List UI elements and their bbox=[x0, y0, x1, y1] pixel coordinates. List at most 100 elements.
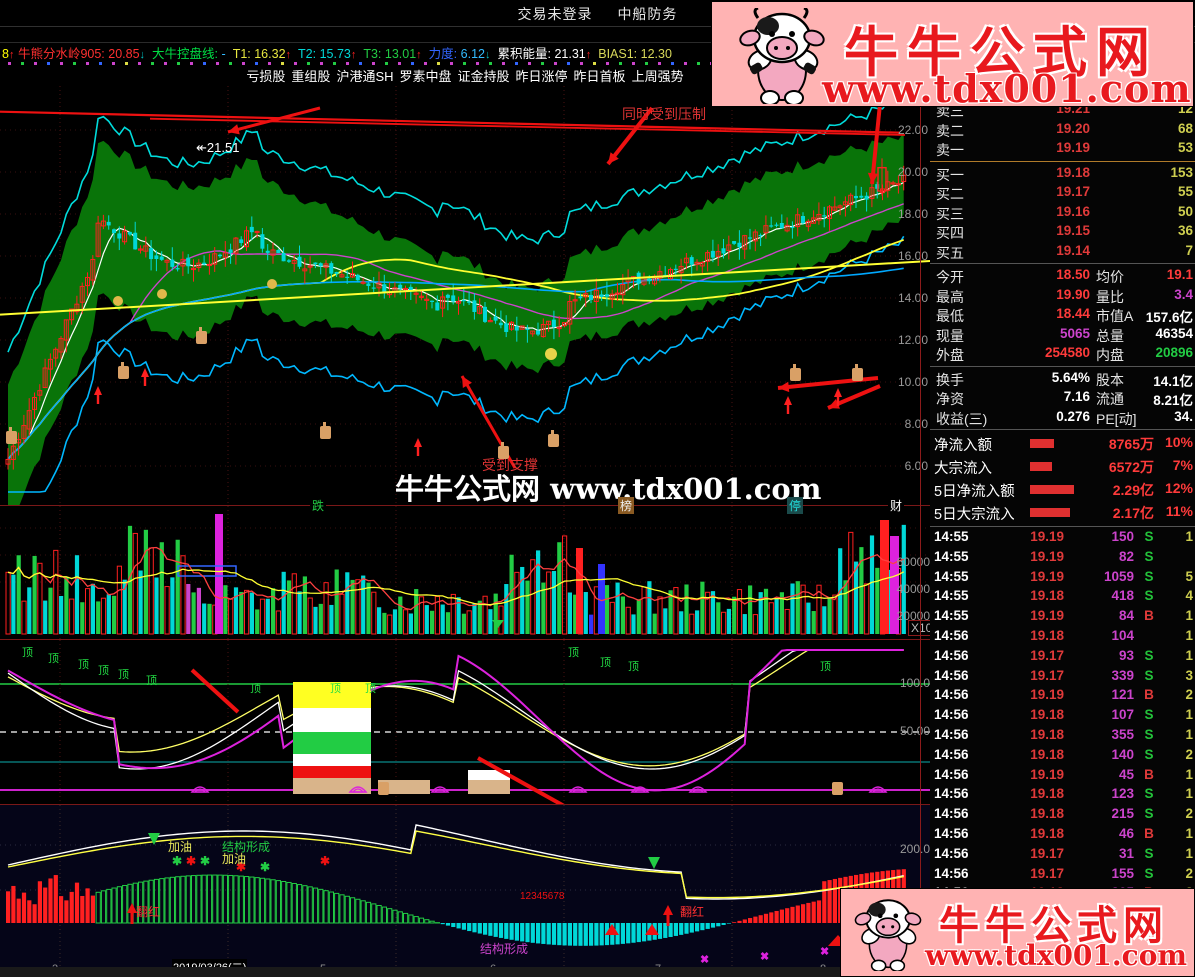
price-axis-tick: 10.00 bbox=[897, 375, 928, 389]
tick-volume: 121 bbox=[1111, 687, 1134, 703]
tick-volume: 355 bbox=[1111, 726, 1134, 742]
order-book-row[interactable]: 卖二 19.20 68 bbox=[930, 120, 1195, 140]
tick-row[interactable]: 14:56 19.18 215 S 2 bbox=[930, 806, 1195, 826]
order-book-row[interactable]: 买三 19.16 50 bbox=[930, 203, 1195, 223]
volume-axis-line bbox=[920, 506, 921, 640]
pane-badge[interactable]: 榜 bbox=[618, 497, 635, 514]
watermark-brand-url-2: www.tdx001.com bbox=[925, 939, 1187, 972]
flow-bar bbox=[1030, 439, 1054, 448]
tick-row[interactable]: 14:56 19.18 140 S 2 bbox=[930, 747, 1195, 767]
volume-chart-svg bbox=[0, 506, 930, 639]
price-chart-svg bbox=[0, 86, 930, 505]
tick-row[interactable]: 14:56 19.18 107 S 1 bbox=[930, 707, 1195, 727]
tick-count: 1 bbox=[1185, 707, 1193, 723]
tick-count: 2 bbox=[1185, 687, 1193, 703]
pane-badge[interactable]: 财 bbox=[888, 497, 905, 514]
order-book-row[interactable]: 买五 19.14 7 bbox=[930, 242, 1195, 262]
order-book-row[interactable]: 卖一 19.19 53 bbox=[930, 139, 1195, 159]
tick-side: S bbox=[1144, 707, 1154, 723]
concept-tag[interactable]: 上周强势 bbox=[631, 69, 684, 84]
money-flow-row: 5日大宗流入 2.17亿 11% bbox=[930, 501, 1195, 524]
tick-time: 14:56 bbox=[934, 707, 969, 723]
tick-volume: 140 bbox=[1111, 746, 1134, 762]
stat-value: 18.44 bbox=[1056, 306, 1090, 321]
tick-count: 1 bbox=[1185, 529, 1193, 544]
concept-tag[interactable]: 亏损股 bbox=[246, 69, 286, 84]
tick-volume: 418 bbox=[1111, 588, 1134, 604]
tick-volume: 104 bbox=[1111, 627, 1134, 643]
price-axis-tick: 20.00 bbox=[897, 165, 928, 179]
concept-tag[interactable]: 沪港通SH bbox=[336, 69, 394, 84]
param-item: T3: 13.01↑ bbox=[363, 47, 422, 61]
tick-time: 14:55 bbox=[934, 588, 969, 604]
order-qty: 68 bbox=[1177, 120, 1193, 136]
concept-tag-row[interactable]: 亏损股 重组股 沪港通SH 罗素中盘 证金持股 昨日涨停 昨日首板 上周强势 bbox=[0, 66, 930, 84]
volume-pane[interactable] bbox=[0, 506, 930, 640]
tick-count: 1 bbox=[1185, 845, 1193, 861]
flow-percent: 12% bbox=[1164, 480, 1193, 496]
price-chart-pane[interactable] bbox=[0, 86, 930, 506]
order-level-label: 卖三 bbox=[936, 103, 964, 119]
order-book[interactable]: 卖三 19.21 12 卖二 19.20 68 卖一 19.19 53 买一 19.18 153 买二 1… bbox=[930, 100, 1195, 264]
tick-row[interactable]: 14:55 19.19 84 B 1 bbox=[930, 608, 1195, 628]
fundamentals-block: 换手 5.64% 股本 14.1亿 净资 7.16 流通 8.21亿 收益(三) 0.276 PE[… bbox=[930, 369, 1195, 428]
tick-row[interactable]: 14:56 19.18 46 B 1 bbox=[930, 826, 1195, 846]
money-flow-row: 5日净流入额 2.29亿 12% bbox=[930, 478, 1195, 501]
tick-row[interactable]: 14:56 19.17 31 S 1 bbox=[930, 846, 1195, 866]
tick-count: 5 bbox=[1185, 568, 1193, 584]
macd-pane[interactable]: ✱ ✱ ✱ ✱ ✱ ✱ ✖ ✖ ✖ 12345678 bbox=[0, 805, 930, 977]
flow-label: 净流入额 bbox=[934, 438, 992, 454]
svg-text:顶: 顶 bbox=[568, 646, 579, 659]
tick-row[interactable]: 14:55 19.19 82 S bbox=[930, 549, 1195, 569]
chart-text-marker: 翻红 bbox=[136, 905, 161, 919]
concept-tag[interactable]: 昨日涨停 bbox=[515, 69, 568, 84]
svg-text:顶: 顶 bbox=[78, 658, 89, 671]
param-item: 累积能量: 21.31↑ bbox=[497, 47, 592, 61]
tick-price: 19.17 bbox=[1030, 667, 1064, 683]
price-axis-tick: 8.00 bbox=[904, 417, 928, 431]
tick-row[interactable]: 14:56 19.17 155 S 2 bbox=[930, 866, 1195, 886]
tick-row[interactable]: 14:56 19.17 93 S 1 bbox=[930, 648, 1195, 668]
order-book-row[interactable]: 买四 19.15 36 bbox=[930, 222, 1195, 242]
tick-row[interactable]: 14:56 19.18 104 1 bbox=[930, 628, 1195, 648]
tick-row[interactable]: 14:55 19.19 150 S 1 bbox=[930, 529, 1195, 549]
tick-row[interactable]: 14:56 19.18 355 S 1 bbox=[930, 727, 1195, 747]
order-qty: 55 bbox=[1177, 184, 1193, 199]
stat-value-2: 157.6亿 bbox=[1145, 310, 1193, 325]
order-book-row[interactable]: 买二 19.17 55 bbox=[930, 183, 1195, 203]
tick-row[interactable]: 14:56 19.19 121 B 2 bbox=[930, 687, 1195, 707]
concept-tag[interactable]: 罗素中盘 bbox=[399, 69, 452, 84]
concept-tag[interactable]: 证金持股 bbox=[457, 69, 510, 84]
pane-badge[interactable]: 停 bbox=[787, 497, 804, 514]
fund-value: 7.16 bbox=[1063, 389, 1090, 404]
concept-tag[interactable]: 重组股 bbox=[291, 69, 331, 84]
tick-price: 19.19 bbox=[1030, 766, 1064, 782]
status-bar bbox=[0, 967, 930, 977]
login-status: 交易未登录 bbox=[517, 6, 593, 22]
chart-text-marker: 加油 bbox=[168, 840, 193, 854]
tick-price: 19.17 bbox=[1030, 647, 1064, 663]
flow-label: 大宗流入 bbox=[934, 461, 992, 477]
tick-row[interactable]: 14:56 19.17 339 S 3 bbox=[930, 668, 1195, 688]
fund-value: 0.276 bbox=[1056, 408, 1090, 424]
kdj-pane[interactable]: 顶顶顶顶顶顶顶顶顶顶顶顶顶 bbox=[0, 640, 930, 805]
tick-time: 14:55 bbox=[934, 548, 969, 564]
stat-label-2: 内盘 bbox=[1096, 347, 1124, 363]
quote-panel[interactable]: 卖三 19.21 12 卖二 19.20 68 卖一 19.19 53 买一 19.18 153 买二 1… bbox=[930, 43, 1195, 977]
tick-row[interactable]: 14:56 19.19 45 B 1 bbox=[930, 767, 1195, 787]
concept-tag[interactable]: 昨日首板 bbox=[573, 69, 626, 84]
tick-volume: 150 bbox=[1111, 529, 1134, 544]
tick-row[interactable]: 14:55 19.19 1059 S 5 bbox=[930, 569, 1195, 589]
tick-row[interactable]: 14:55 19.18 418 S 4 bbox=[930, 588, 1195, 608]
order-level-label: 卖一 bbox=[936, 142, 964, 158]
order-book-row[interactable]: 买一 19.18 153 bbox=[930, 164, 1195, 184]
watermark-brand-cn: 牛牛公式网 bbox=[844, 21, 1159, 84]
tick-row[interactable]: 14:56 19.18 123 S 1 bbox=[930, 786, 1195, 806]
order-price: 19.14 bbox=[1056, 242, 1090, 258]
pane-badge[interactable]: 跌 bbox=[310, 497, 327, 514]
order-qty: 36 bbox=[1177, 223, 1193, 238]
tick-price: 19.18 bbox=[1030, 627, 1064, 643]
tick-volume: 46 bbox=[1118, 825, 1134, 841]
tick-time: 14:55 bbox=[934, 529, 969, 544]
tick-price: 19.18 bbox=[1030, 707, 1064, 723]
